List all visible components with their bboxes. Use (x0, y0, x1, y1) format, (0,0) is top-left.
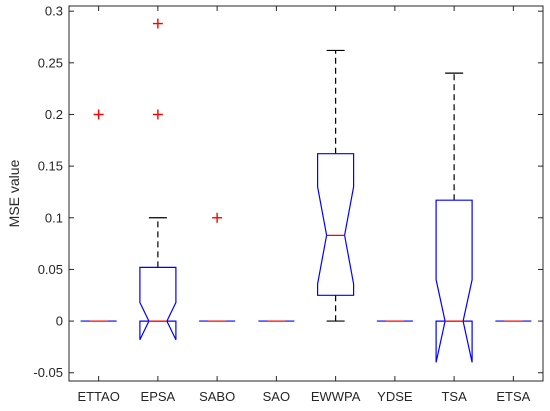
box-group-epsa (139, 18, 177, 340)
x-tick-label: TSA (441, 389, 467, 404)
outlier-ettao-0 (93, 109, 104, 120)
y-tick-label: 0.15 (38, 159, 63, 174)
outlier-epsa-0 (152, 109, 163, 120)
y-tick-label: 0.05 (38, 262, 63, 277)
box-epsa (139, 266, 177, 340)
y-tick-label: 0 (56, 314, 63, 329)
y-tick-label: 0.3 (45, 4, 63, 19)
x-tick-label: SABO (199, 389, 235, 404)
y-tick-label: 0.25 (38, 55, 63, 70)
x-tick-label: ETSA (496, 389, 530, 404)
x-tick-label: EWWPA (311, 389, 361, 404)
outlier-epsa-1 (152, 18, 163, 29)
box-ewwpa (317, 153, 355, 296)
axes-frame (68, 5, 544, 382)
outlier-sabo-0 (212, 212, 223, 223)
x-tick-label: EPSA (141, 389, 176, 404)
box-group-tsa (435, 72, 473, 363)
x-tick-label: SAO (263, 389, 290, 404)
x-tick-label: YDSE (377, 389, 413, 404)
box-group-sabo (199, 212, 236, 322)
x-tick-label: ETTAO (77, 389, 119, 404)
box-group-ettao (80, 109, 117, 322)
y-tick-label: 0.2 (45, 107, 63, 122)
box-group-ewwpa (317, 49, 355, 322)
y-axis-title: MSE value (6, 159, 22, 227)
y-tick-label: 0.1 (45, 210, 63, 225)
box-tsa (435, 199, 473, 363)
y-tick-label: -0.05 (33, 365, 63, 380)
